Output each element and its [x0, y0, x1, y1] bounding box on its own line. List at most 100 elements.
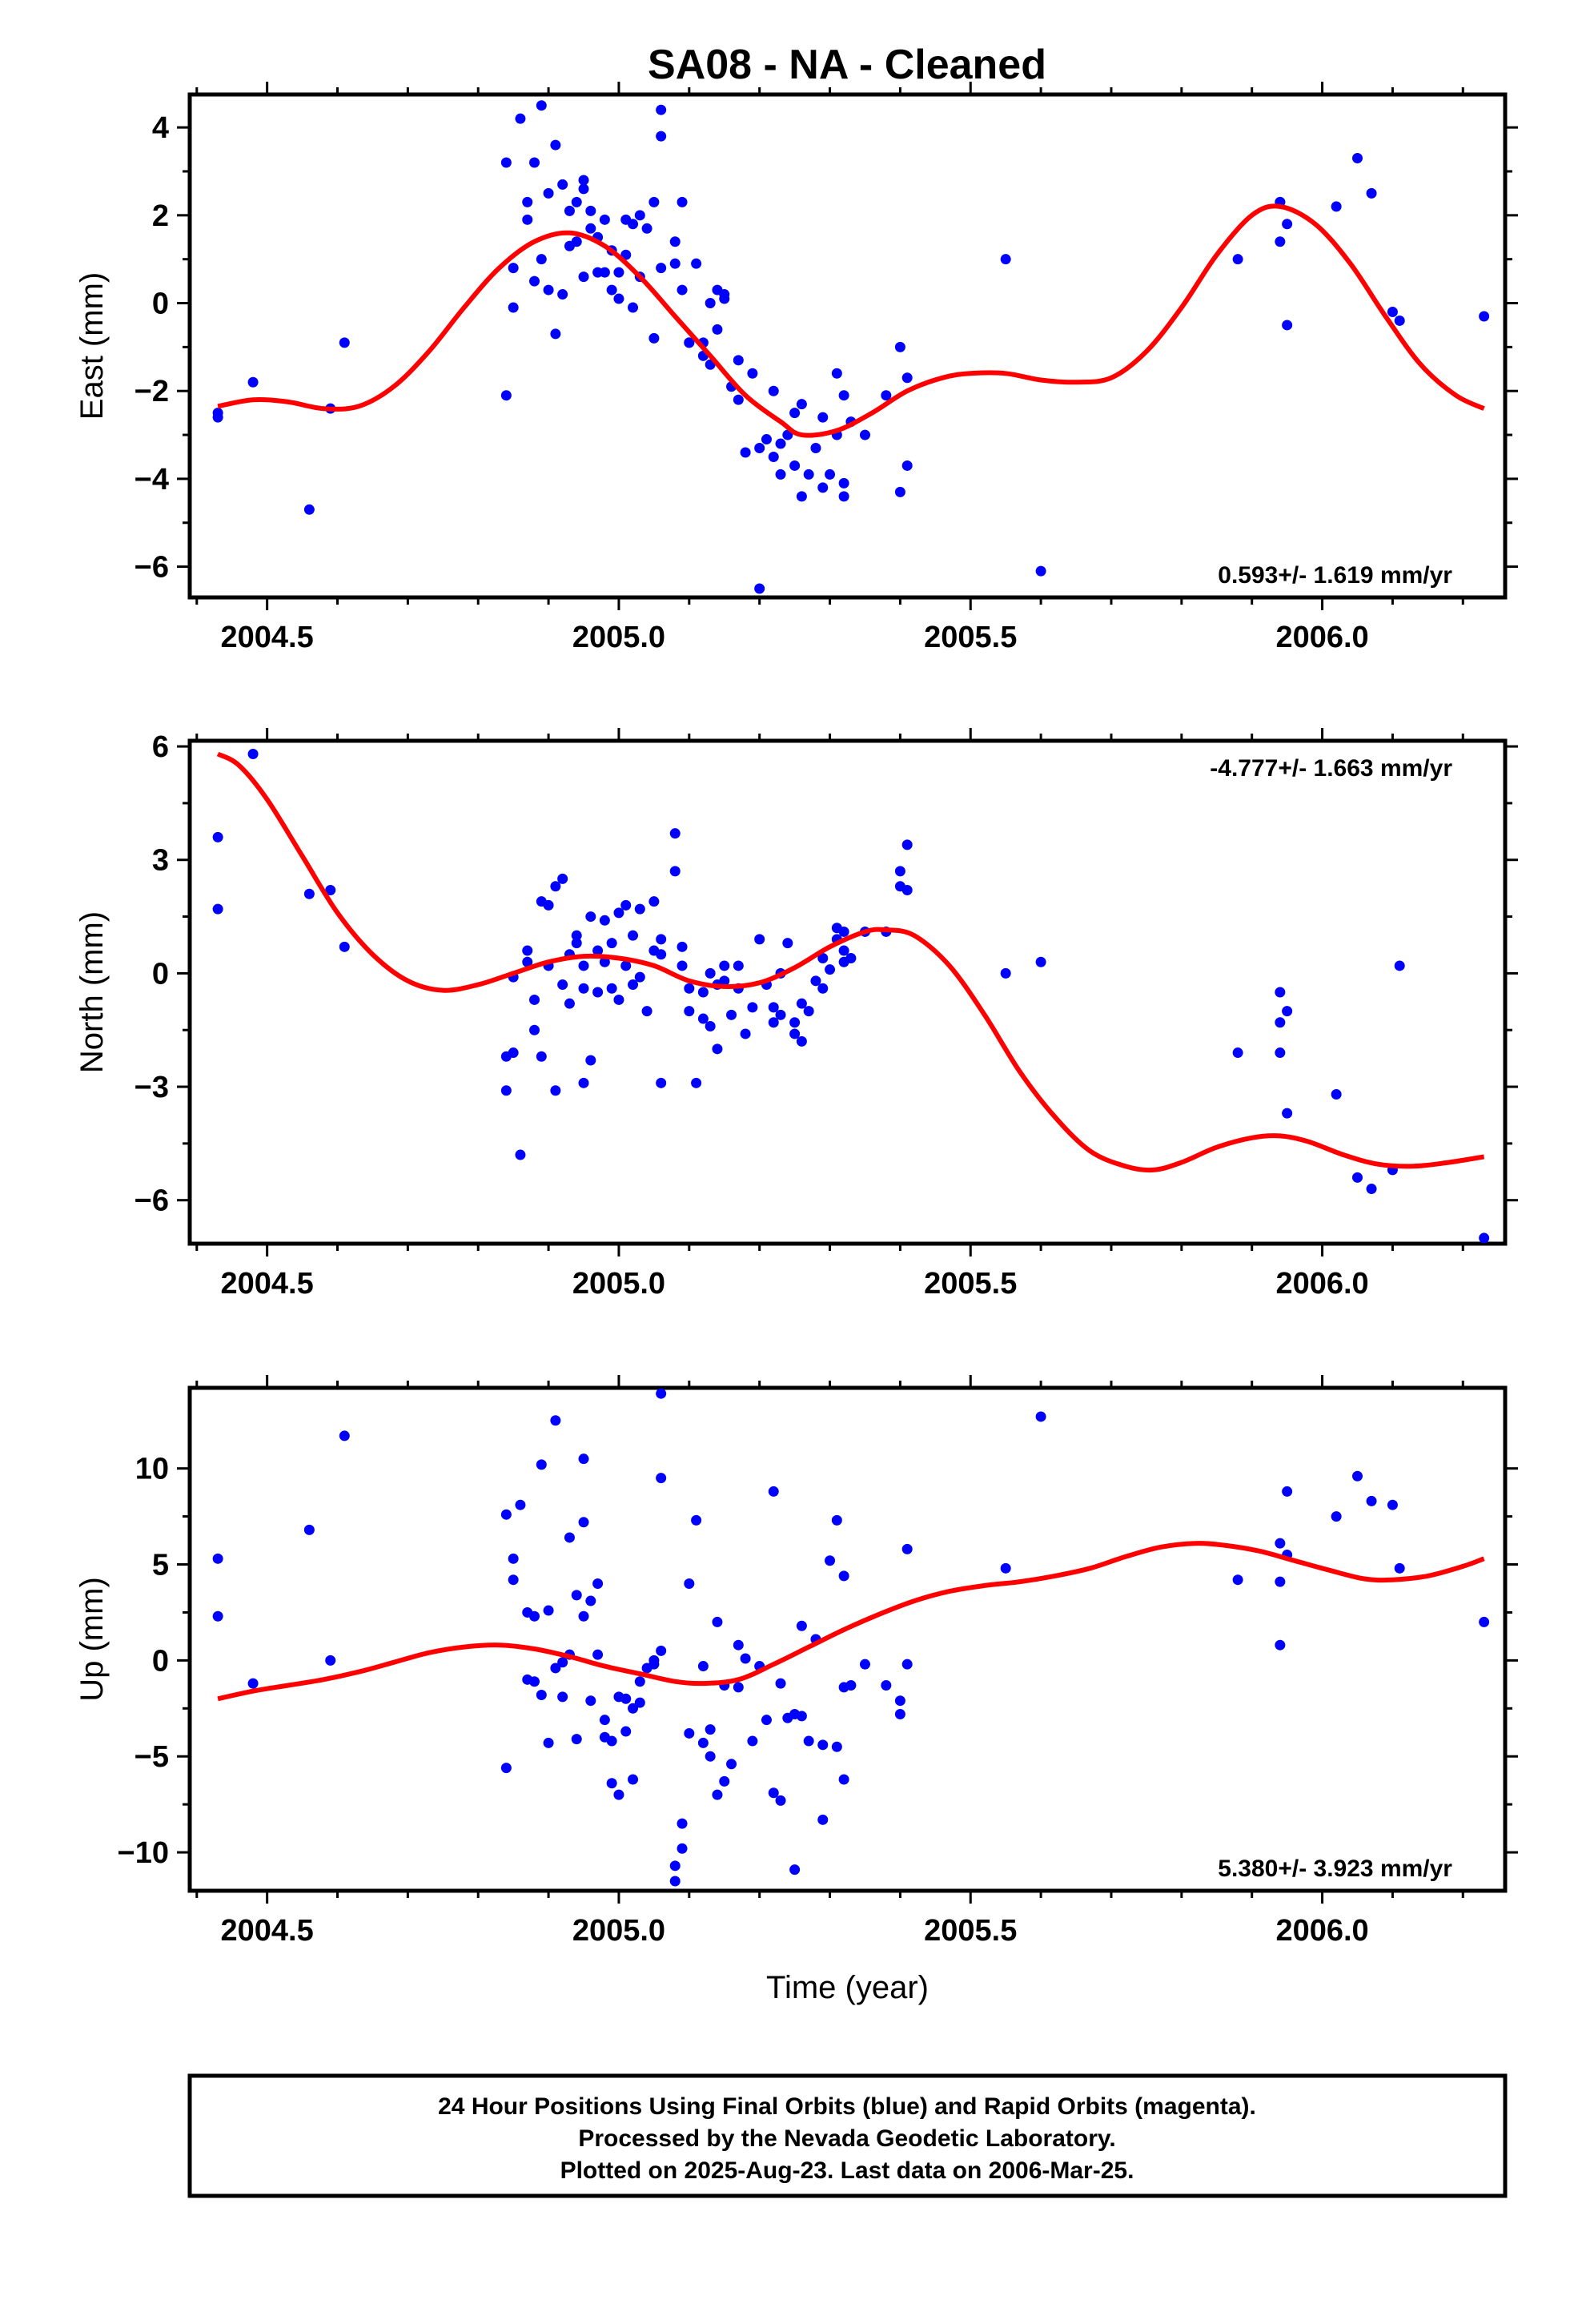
east-data-point [719, 289, 730, 300]
up-data-point [592, 1649, 604, 1660]
up-data-point [648, 1659, 660, 1670]
up-plot-frame [187, 1385, 1508, 1893]
north-data-point [522, 956, 533, 967]
east-data-point [543, 187, 554, 199]
east-data-point [515, 113, 526, 124]
east-data-point [599, 267, 610, 278]
east-data-point [656, 131, 667, 142]
north-data-point [515, 1149, 526, 1160]
north-data-point [613, 994, 624, 1005]
x-axis-label: Time (year) [766, 1970, 929, 2005]
north-y-tick-label: −6 [135, 1184, 169, 1218]
east-data-point [634, 210, 645, 221]
north-data-point [585, 911, 596, 923]
east-data-point [1035, 565, 1046, 577]
east-data-point [691, 258, 702, 269]
east-data-point [677, 196, 688, 207]
up-data-point [303, 1524, 315, 1535]
up-data-point [697, 1737, 709, 1748]
east-data-point [571, 196, 582, 207]
east-data-point [536, 100, 547, 111]
east-data-point [740, 447, 751, 458]
east-y-tick-label: −6 [135, 551, 169, 585]
east-data-point [1387, 306, 1398, 317]
east-data-point [789, 408, 801, 419]
up-data-point [831, 1514, 842, 1526]
east-data-point [894, 341, 905, 352]
up-data-point [789, 1864, 801, 1876]
north-x-tick-label: 2005.0 [572, 1267, 665, 1301]
north-data-point [339, 941, 350, 952]
up-data-point [761, 1715, 772, 1726]
east-panel: 2004.5 2005.0 2005.5 2006.0 4 2 0 −2 −4 −6 East (m… [74, 82, 1518, 654]
footer-line-3: Plotted on 2025-Aug-23. Last data on 200… [560, 2157, 1134, 2184]
north-data-point [697, 1013, 709, 1024]
north-data-point [1275, 1017, 1286, 1028]
up-data-point [881, 1680, 892, 1691]
north-data-point [1282, 1006, 1293, 1017]
up-data-point [634, 1676, 645, 1687]
up-data-point [733, 1682, 744, 1693]
up-data-point [845, 1680, 857, 1691]
east-data-point [838, 390, 849, 401]
up-data-point [628, 1703, 639, 1714]
east-data-point [901, 372, 913, 384]
north-data-point [726, 1009, 737, 1020]
north-data-point [740, 1028, 751, 1039]
north-y-axis-label: North (mm) [74, 911, 110, 1073]
up-data-point [712, 1789, 723, 1800]
east-data-point [641, 223, 652, 234]
east-data-point [705, 298, 716, 309]
north-data-point [1035, 956, 1046, 967]
north-y-tick-label: −3 [135, 1071, 169, 1104]
east-y-tick-label: −4 [135, 463, 169, 497]
up-data-point [599, 1715, 610, 1726]
east-data-point [761, 434, 772, 445]
east-data-point [656, 263, 667, 274]
east-data-point [628, 219, 639, 230]
up-data-point [697, 1661, 709, 1672]
north-data-point [1351, 1172, 1363, 1183]
up-data-point [901, 1659, 913, 1670]
up-data-point [500, 1509, 512, 1520]
east-data-point [768, 385, 779, 396]
up-data-point [705, 1751, 716, 1762]
up-data-point [613, 1789, 624, 1800]
up-data-point [1232, 1574, 1243, 1586]
north-data-point [817, 953, 829, 964]
east-data-point [775, 468, 786, 480]
north-data-point [733, 960, 744, 971]
up-data-point [585, 1695, 596, 1707]
north-data-point [838, 926, 849, 937]
north-data-point [691, 1077, 702, 1088]
up-data-point [719, 1775, 730, 1787]
east-data-point [613, 267, 624, 278]
up-data-point [1000, 1562, 1011, 1574]
east-data-point [508, 263, 519, 274]
east-data-point [775, 438, 786, 449]
north-data-point [789, 1028, 801, 1039]
up-data-point [620, 1726, 632, 1737]
up-data-point [677, 1843, 688, 1854]
east-data-point [571, 236, 582, 247]
up-data-point [1275, 1538, 1286, 1549]
east-data-point [831, 368, 842, 379]
north-data-point [613, 907, 624, 919]
north-data-point [705, 967, 716, 979]
east-data-point [578, 175, 589, 186]
north-y-tick-label: 0 [152, 957, 169, 991]
up-x-tick-label: 2006.0 [1275, 1914, 1368, 1948]
north-data-point [768, 1017, 779, 1028]
east-data-point [1232, 254, 1243, 265]
north-data-point [303, 888, 315, 899]
up-data-point [726, 1759, 737, 1770]
east-data-point [803, 468, 814, 480]
north-data-point [825, 964, 836, 975]
up-data-point [817, 1739, 829, 1751]
north-data-point [500, 1085, 512, 1096]
east-data-point [796, 399, 807, 410]
up-data-point [894, 1695, 905, 1707]
up-data-point [775, 1678, 786, 1689]
up-data-point [669, 1860, 681, 1872]
east-data-point [810, 443, 821, 454]
